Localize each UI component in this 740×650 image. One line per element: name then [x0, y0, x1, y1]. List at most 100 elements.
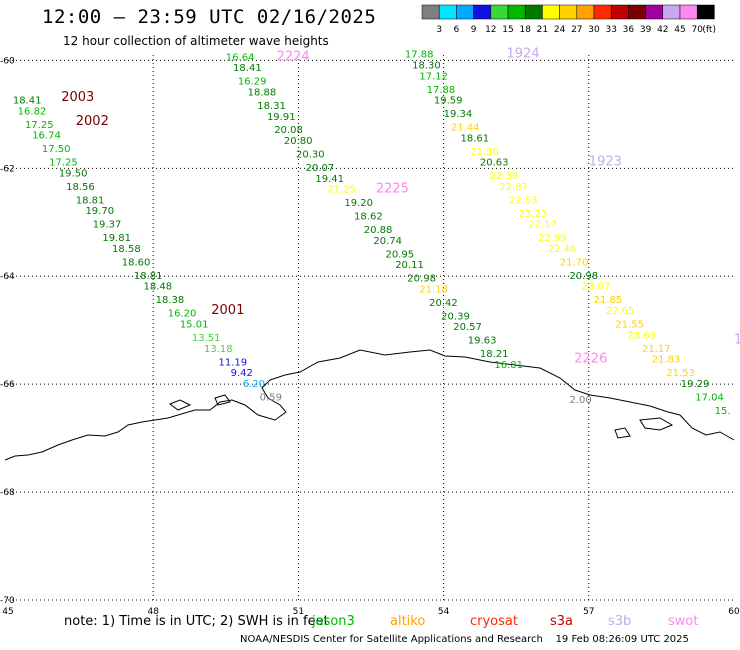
swh-value: 20.08: [274, 125, 303, 136]
swh-value: 20.57: [453, 322, 482, 333]
swh-value: 18.41: [233, 63, 262, 74]
pass-id-label: 1922: [734, 333, 740, 348]
swh-value: 22.65: [606, 306, 635, 317]
legend-swatch: [662, 4, 681, 20]
legend-label: 45: [674, 25, 685, 35]
swh-value: 16.82: [18, 106, 47, 117]
swh-value: 19.59: [434, 96, 463, 107]
pass-id-label: 2226: [574, 352, 607, 367]
swh-value: 20.30: [296, 150, 325, 161]
legend-swatch: [645, 4, 664, 20]
swh-value: 19.81: [102, 233, 131, 244]
swh-value: 15.: [715, 406, 731, 417]
lat-tick-label: -68: [0, 488, 15, 498]
legend-label: 42: [657, 25, 668, 35]
swh-value: 20.98: [569, 271, 598, 282]
legend-label: 24: [554, 25, 566, 35]
swh-value: 21.50: [470, 147, 499, 158]
swh-value: 17.50: [42, 144, 71, 155]
legend-swatch: [593, 4, 612, 20]
legend-label: 15: [502, 25, 513, 35]
swh-value: 16.20: [168, 309, 197, 320]
legend-label: 36: [623, 25, 635, 35]
footer-note: note: 1) Time is in UTC; 2) SWH is in fe…: [64, 614, 329, 629]
swh-value: 22.87: [499, 182, 528, 193]
swh-value: 20.74: [373, 236, 402, 247]
legend-swatch: [628, 4, 646, 20]
swh-value: 18.31: [257, 101, 286, 112]
lon-tick-label: 48: [147, 607, 159, 617]
swh-value: 16.74: [32, 131, 61, 142]
swh-value: 11.19: [219, 357, 248, 368]
legend-label: 39: [640, 25, 652, 35]
source-s3b: s3b: [608, 614, 632, 629]
legend-swatch: [576, 4, 595, 20]
swh-value: 22.99: [538, 233, 567, 244]
swh-value: 23.23: [519, 209, 548, 220]
legend-label: 27: [571, 25, 582, 35]
swh-value: 18.88: [248, 87, 277, 98]
swh-value: 2.00: [569, 395, 591, 406]
swh-value: 19.29: [681, 379, 710, 390]
swh-value: 18.41: [13, 96, 42, 107]
pass-id-label: 2225: [376, 182, 409, 197]
swh-value: 20.80: [284, 136, 313, 147]
lat-lon-grid: 45 48 51 54 57 60 -60 -62 -64 -66 -68 -70: [0, 55, 740, 617]
legend-label: 6: [454, 25, 460, 35]
swh-value: 21.55: [615, 320, 644, 331]
swh-value: 18.30: [412, 60, 441, 71]
swh-value: 21.70: [560, 257, 589, 268]
lon-tick-label: 51: [293, 607, 304, 617]
swh-value: 19.70: [85, 206, 114, 217]
swh-value: 20.07: [306, 163, 335, 174]
swh-value: 18.62: [354, 212, 383, 223]
swh-value: 20.95: [386, 249, 415, 260]
swh-value: 18.48: [144, 282, 173, 293]
swh-value: 19.63: [468, 336, 497, 347]
legend-label: 18: [519, 25, 531, 35]
swh-value: 18.81: [76, 195, 105, 206]
pass-id-label: 2003: [61, 90, 94, 105]
legend-label: 3: [436, 25, 442, 35]
source-s3a: s3a: [550, 614, 574, 629]
wave-height-observations: 18.4116.8217.2516.7417.5017.2519.5018.56…: [13, 50, 731, 417]
legend-swatch: [524, 4, 543, 20]
source-jason3: jason3: [312, 614, 355, 629]
swh-value: 22.17: [528, 220, 557, 231]
lon-tick-label: 60: [728, 607, 740, 617]
legend-swatch: [559, 4, 578, 20]
legend-swatch: [490, 4, 509, 20]
legend-swatch: [507, 4, 526, 20]
swh-value: 15.01: [180, 320, 209, 331]
legend-swatch: [438, 4, 457, 20]
lat-tick-label: -60: [0, 56, 15, 66]
swh-value: 21.83: [652, 355, 681, 366]
swh-value: 17.25: [49, 158, 78, 169]
swh-value: 21.25: [327, 185, 356, 196]
swh-value: 18.58: [112, 244, 141, 255]
pass-id-label: 1923: [589, 155, 622, 170]
swh-value: 19.41: [315, 174, 344, 185]
legend-swatch: [473, 4, 492, 20]
swh-value: 22.46: [548, 244, 577, 255]
legend-swatch: [542, 4, 560, 20]
swh-value: 20.11: [395, 260, 424, 271]
swh-value: 18.38: [156, 295, 185, 306]
swh-value: 18.60: [122, 257, 151, 268]
legend-label: 9: [471, 25, 477, 35]
swh-value: 19.34: [444, 109, 473, 120]
swh-value: 21.44: [451, 123, 480, 134]
legend-label: 33: [605, 25, 616, 35]
swh-value: 20.88: [364, 225, 393, 236]
lon-tick-label: 57: [583, 607, 594, 617]
source-cryosat: cryosat: [470, 614, 518, 629]
swh-value: 21.17: [642, 344, 671, 355]
swh-value: 13.51: [192, 333, 221, 344]
swh-value: 20.63: [480, 158, 509, 169]
swh-value: 20.42: [429, 298, 458, 309]
map-subtitle: 12 hour collection of altimeter wave hei…: [63, 34, 329, 48]
lon-tick-label: 45: [2, 607, 13, 617]
legend-label: 21: [537, 25, 548, 35]
swh-value: 19.37: [93, 220, 122, 231]
